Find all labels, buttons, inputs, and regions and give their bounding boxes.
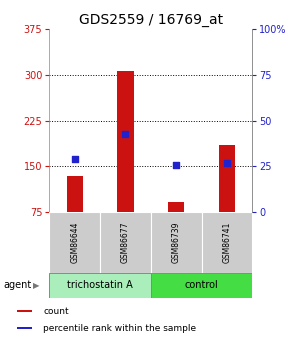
Bar (151, 273, 252, 298)
Bar (168, 202, 184, 212)
Text: GSM86741: GSM86741 (222, 222, 231, 263)
Text: percentile rank within the sample: percentile rank within the sample (43, 324, 196, 333)
Bar (202, 212, 252, 273)
Bar (151, 212, 202, 273)
Text: agent: agent (3, 280, 31, 290)
Point (72, 156, 77, 162)
Text: count: count (43, 307, 69, 316)
Bar (219, 145, 235, 212)
Bar (17, 327, 32, 329)
Bar (100, 212, 151, 273)
Text: GSM86677: GSM86677 (121, 221, 130, 263)
Bar (67, 176, 83, 212)
Text: GSM86644: GSM86644 (70, 221, 79, 263)
Text: trichostatin A: trichostatin A (67, 280, 133, 290)
Text: control: control (185, 280, 218, 290)
Text: ▶: ▶ (33, 281, 40, 290)
Point (224, 160, 229, 166)
Title: GDS2559 / 16769_at: GDS2559 / 16769_at (79, 13, 223, 27)
Text: GSM86739: GSM86739 (172, 221, 181, 263)
Bar (49, 212, 100, 273)
Bar (17, 310, 32, 312)
Bar (117, 71, 134, 212)
Bar (49, 273, 151, 298)
Point (123, 131, 128, 136)
Point (174, 162, 179, 167)
